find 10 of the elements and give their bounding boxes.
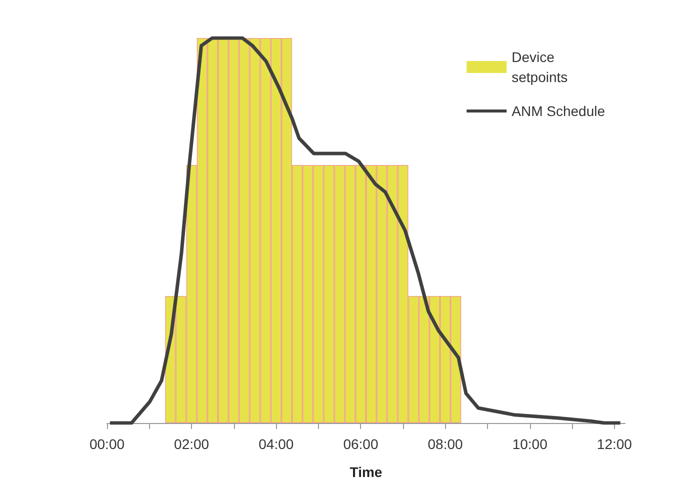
x-axis-title: Time: [350, 464, 382, 480]
x-tick-label: 00:00: [89, 436, 125, 452]
x-tick-label: 10:00: [512, 436, 548, 452]
x-tick-label: 04:00: [258, 436, 294, 452]
x-tick-label: 08:00: [428, 436, 464, 452]
x-tick-label: 06:00: [343, 436, 378, 452]
x-tick-label: 12:00: [596, 436, 632, 452]
x-tick-label: 02:00: [174, 436, 210, 452]
legend-label: Device setpoints: [512, 49, 568, 85]
legend-label: ANM Schedule: [512, 103, 606, 119]
